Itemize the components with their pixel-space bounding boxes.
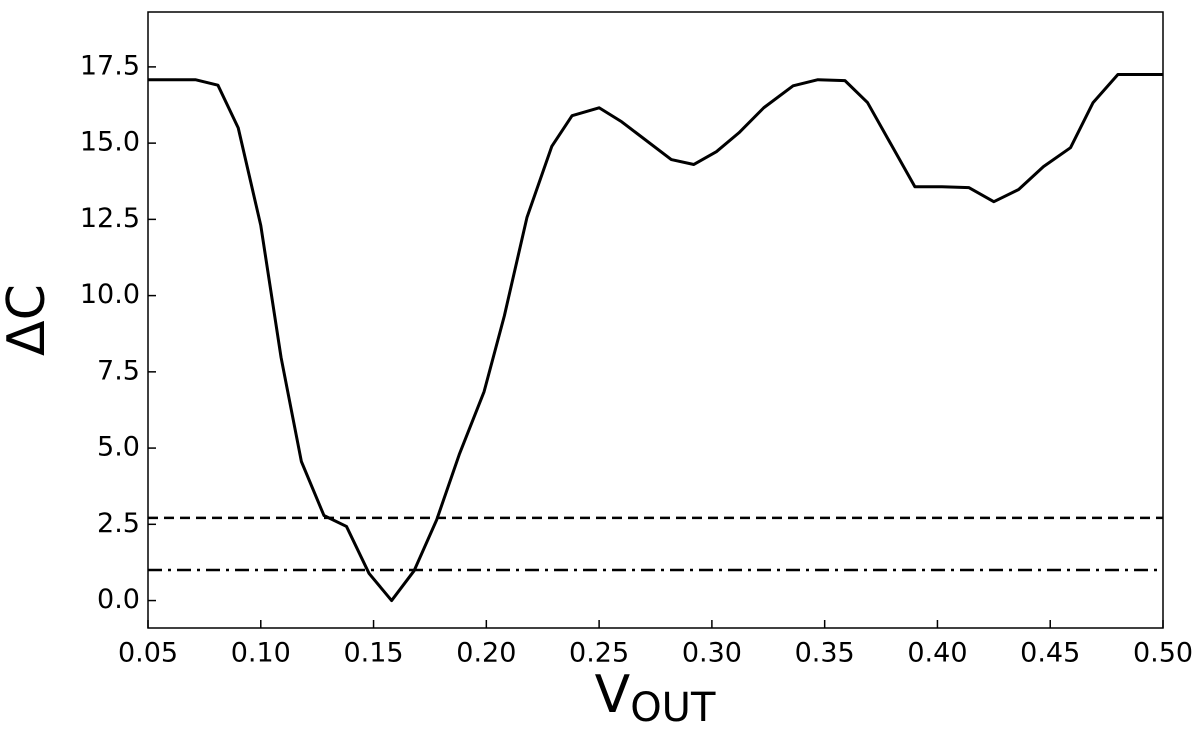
x-tick-label: 0.45 — [1020, 638, 1080, 669]
y-tick-label: 2.5 — [97, 508, 140, 539]
x-tick-label: 0.15 — [343, 638, 403, 669]
y-tick-label: 15.0 — [80, 127, 140, 158]
plot-frame — [147, 11, 1164, 629]
x-axis-label: VOUT — [595, 665, 716, 731]
x-tick-label: 0.35 — [795, 638, 855, 669]
y-tick-label: 5.0 — [97, 432, 140, 463]
x-tick-label: 0.25 — [569, 638, 629, 669]
x-tick-label: 0.50 — [1133, 638, 1193, 669]
y-tick-label: 0.0 — [97, 584, 140, 615]
x-axis-label-main: V — [595, 665, 631, 725]
x-tick-label: 0.20 — [456, 638, 516, 669]
x-tick-label: 0.40 — [907, 638, 967, 669]
y-tick-label: 12.5 — [80, 203, 140, 234]
y-tick-label: 10.0 — [80, 279, 140, 310]
y-axis-label: ΔC — [0, 284, 57, 356]
data-line — [148, 73, 1163, 603]
x-tick-label: 0.05 — [118, 638, 178, 669]
y-tick-label: 17.5 — [80, 50, 140, 81]
x-tick-label: 0.10 — [231, 638, 291, 669]
x-tick-label: 0.30 — [682, 638, 742, 669]
x-axis-label-sub: OUT — [630, 685, 716, 731]
y-tick-label: 7.5 — [97, 355, 140, 386]
